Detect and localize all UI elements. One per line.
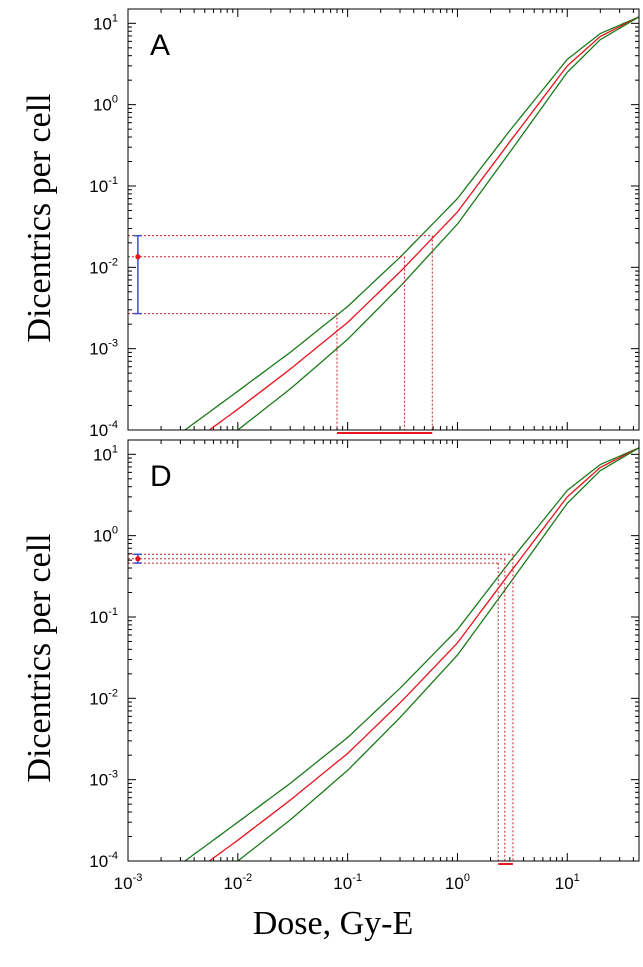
y-tick-base: 10 — [93, 527, 112, 546]
y-tick-exponent: -4 — [108, 419, 118, 431]
lower-bound-curve — [237, 447, 639, 861]
y-tick-exponent: 1 — [112, 443, 118, 455]
y-tick-base: 10 — [93, 96, 112, 115]
x-tick-label: 10-2 — [223, 872, 252, 893]
y-tick-label: 10-4 — [89, 850, 118, 871]
y-tick-base: 10 — [89, 421, 108, 440]
y-tick-base: 10 — [89, 177, 108, 196]
x-tick-exponent: 0 — [464, 872, 470, 884]
x-tick-label: 10-3 — [114, 872, 143, 893]
y-tick-base: 10 — [89, 340, 108, 359]
central-curve — [208, 447, 639, 861]
x-tick-exponent: -2 — [242, 872, 252, 884]
y-tick-label: 10-2 — [89, 256, 118, 277]
y-tick-label: 10-1 — [89, 175, 118, 196]
y-tick-exponent: 0 — [112, 94, 118, 106]
x-tick-base: 10 — [114, 874, 133, 893]
x-tick-label: 10-1 — [333, 872, 362, 893]
y-tick-exponent: -2 — [108, 256, 118, 268]
x-tick-label: 100 — [445, 872, 470, 893]
measurement-point — [135, 254, 141, 260]
panel-d: 10-3 10-2 10-1 100 10110-410-310-210-1100101… — [89, 439, 640, 893]
y-tick-label: 100 — [93, 94, 118, 115]
y-tick-label: 10-2 — [89, 687, 118, 708]
x-tick-base: 10 — [445, 874, 464, 893]
y-axis-label-bottom: Dicentrics per cell — [21, 533, 58, 782]
x-tick-exponent: 1 — [574, 872, 580, 884]
y-tick-base: 10 — [89, 771, 108, 790]
y-tick-base: 10 — [89, 852, 108, 871]
panel-label: D — [150, 460, 172, 493]
panel-label: A — [150, 29, 170, 62]
x-axis-label: Dose, Gy-E — [253, 905, 414, 942]
y-tick-exponent: -3 — [108, 338, 118, 350]
y-tick-label: 101 — [93, 12, 118, 33]
y-tick-base: 10 — [93, 14, 112, 33]
plot-frame — [127, 439, 640, 862]
plot-frame — [127, 8, 640, 431]
y-tick-label: 10-3 — [89, 769, 118, 790]
y-tick-base: 10 — [89, 608, 108, 627]
x-tick-base: 10 — [333, 874, 352, 893]
y-tick-label: 10-4 — [89, 419, 118, 440]
y-tick-exponent: -3 — [108, 769, 118, 781]
central-curve — [208, 16, 639, 430]
y-tick-label: 10-3 — [89, 338, 118, 359]
y-tick-base: 10 — [89, 258, 108, 277]
y-tick-exponent: -1 — [108, 606, 118, 618]
y-tick-exponent: -4 — [108, 850, 118, 862]
y-axis-label-top: Dicentrics per cell — [21, 93, 58, 342]
y-tick-exponent: 0 — [112, 525, 118, 537]
y-tick-exponent: 1 — [112, 12, 118, 24]
y-tick-exponent: -1 — [108, 175, 118, 187]
x-tick-base: 10 — [223, 874, 242, 893]
lower-bound-curve — [237, 16, 639, 430]
y-tick-base: 10 — [93, 445, 112, 464]
y-tick-exponent: -2 — [108, 687, 118, 699]
y-tick-label: 10-1 — [89, 606, 118, 627]
y-tick-base: 10 — [89, 689, 108, 708]
upper-bound-curve — [184, 16, 639, 430]
upper-bound-curve — [184, 447, 639, 861]
y-tick-label: 101 — [93, 443, 118, 464]
measurement-point — [135, 556, 141, 562]
x-tick-exponent: -3 — [133, 872, 143, 884]
x-tick-label: 101 — [555, 872, 580, 893]
x-tick-exponent: -1 — [352, 872, 362, 884]
x-tick-base: 10 — [555, 874, 574, 893]
y-tick-label: 100 — [93, 525, 118, 546]
